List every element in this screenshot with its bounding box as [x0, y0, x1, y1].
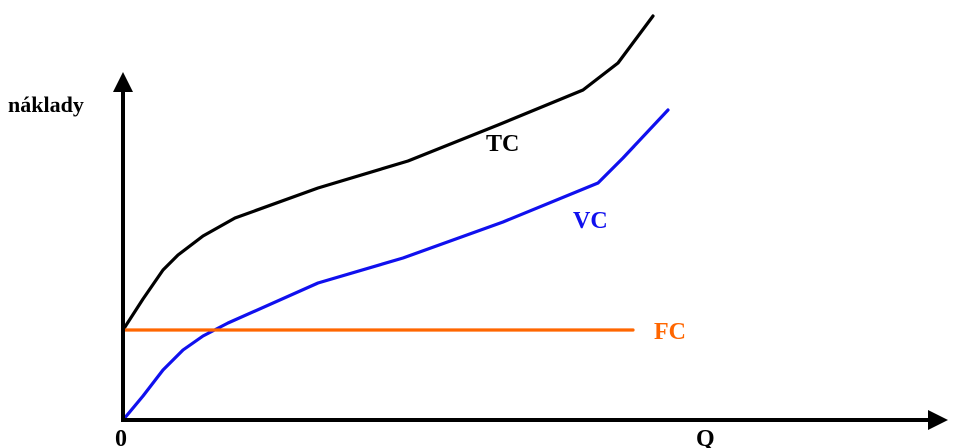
series-label-tc: TC — [486, 131, 519, 157]
x-axis-label: Q — [696, 426, 715, 448]
y-axis-label: náklady — [8, 92, 84, 117]
series-line-tc — [121, 14, 655, 332]
series-label-vc: VC — [573, 208, 608, 234]
series-label-fc: FC — [654, 319, 686, 345]
series-line-vc — [121, 108, 670, 422]
series-layer — [121, 14, 670, 422]
origin-label: 0 — [115, 426, 127, 448]
